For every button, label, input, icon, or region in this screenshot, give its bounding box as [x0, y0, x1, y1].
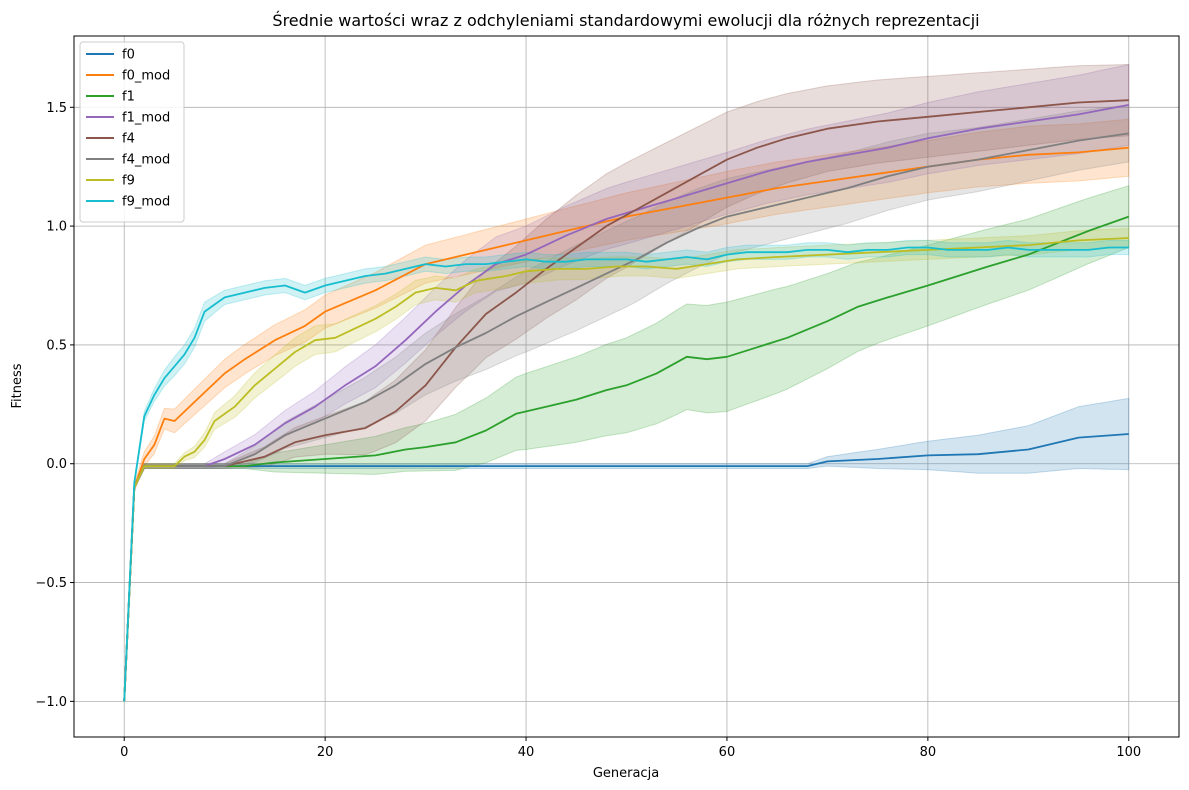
- y-tick-label: 1.5: [46, 101, 67, 116]
- y-tick-label: 0.0: [46, 457, 67, 472]
- x-tick-label: 80: [920, 745, 937, 760]
- y-tick-label: −1.0: [35, 695, 67, 710]
- chart-title: Średnie wartości wraz z odchyleniami sta…: [272, 11, 979, 30]
- y-tick-label: −0.5: [35, 576, 67, 591]
- std-bands: [123, 63, 1130, 702]
- legend-label-f9_mod: f9_mod: [122, 195, 170, 210]
- series-lines: [123, 99, 1130, 702]
- x-tick-label: 20: [317, 745, 334, 760]
- band-f4: [123, 63, 1130, 702]
- series-line-f1: [123, 215, 1130, 702]
- series-line-f9: [123, 237, 1129, 702]
- series-line-f9_mod: [123, 246, 1129, 702]
- x-tick-label: 0: [120, 745, 128, 760]
- legend-label-f9: f9: [122, 174, 135, 189]
- plot-frame: [73, 35, 1180, 738]
- legend-label-f1: f1: [122, 90, 135, 105]
- y-tick-label: 1.0: [46, 220, 67, 235]
- x-tick-label: 100: [1116, 745, 1141, 760]
- series-line-f4_mod: [123, 132, 1129, 702]
- y-ticks: −1.0 −0.5 0.0 0.5 1.0 1.5: [35, 101, 74, 710]
- series-line-f1_mod: [123, 104, 1129, 702]
- legend-label-f4: f4: [122, 132, 135, 147]
- legend-box: [79, 41, 185, 223]
- y-axis-label: Fitness: [10, 363, 25, 408]
- x-ticks: 0 20 40 60 80 100: [120, 737, 1141, 760]
- x-tick-label: 60: [719, 745, 736, 760]
- y-tick-label: 0.5: [46, 338, 67, 353]
- legend-label-f0_mod: f0_mod: [122, 69, 170, 84]
- x-axis-label: Generacja: [593, 766, 659, 781]
- series-line-f4: [123, 99, 1129, 702]
- legend-label-f0: f0: [122, 48, 135, 63]
- x-tick-label: 40: [518, 745, 535, 760]
- legend: f0 f0_mod f1 f1_mod f4 f4_mod f9 f9_mod: [79, 41, 185, 223]
- legend-label-f1_mod: f1_mod: [122, 111, 170, 126]
- legend-label-f4_mod: f4_mod: [122, 153, 170, 168]
